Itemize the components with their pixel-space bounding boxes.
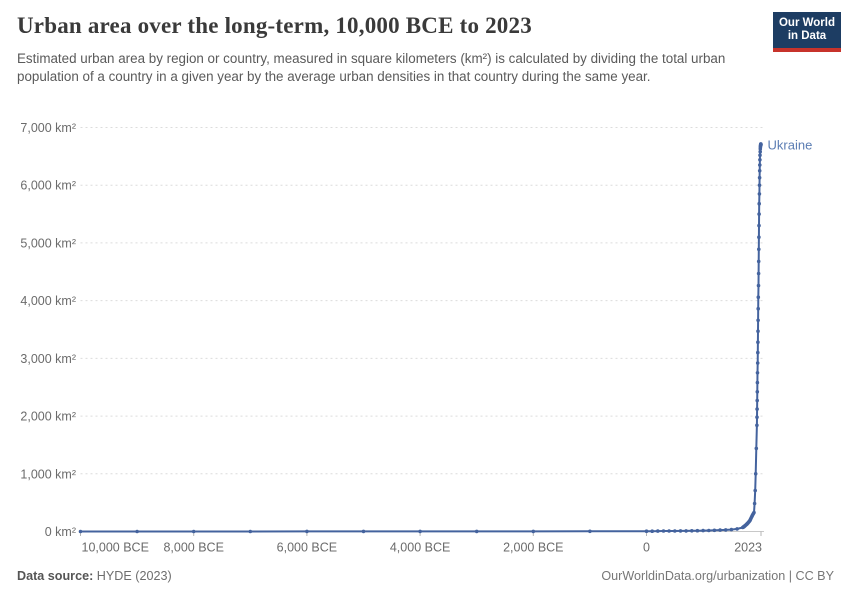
data-point[interactable] xyxy=(757,175,762,180)
owid-logo-line2: in Data xyxy=(787,30,827,42)
data-point[interactable] xyxy=(757,201,761,206)
data-point[interactable] xyxy=(684,529,688,533)
data-point[interactable] xyxy=(758,149,762,154)
data-point[interactable] xyxy=(735,527,739,531)
y-gridlines xyxy=(80,127,764,532)
data-point[interactable] xyxy=(759,143,763,147)
y-axis-tick-label: 0 km² xyxy=(45,525,76,539)
owid-logo-line1: Our World xyxy=(778,16,835,29)
data-point[interactable] xyxy=(756,283,761,288)
x-axis-tick-label: 10,000 BCE xyxy=(82,541,149,555)
x-axis-tick-label: 0 xyxy=(643,541,650,555)
data-point[interactable] xyxy=(756,350,760,355)
data-point[interactable] xyxy=(756,340,760,345)
y-axis-tick-label: 4,000 km² xyxy=(20,294,76,308)
data-point[interactable] xyxy=(758,153,762,157)
x-axis-labels: 10,000 BCE 8,000 BCE 6,000 BCE 4,000 BCE 2,0… xyxy=(82,541,763,555)
data-point[interactable] xyxy=(191,529,196,534)
data-point[interactable] xyxy=(757,235,761,239)
data-source: Data source: HYDE (2023) xyxy=(17,569,172,583)
data-point[interactable] xyxy=(755,361,760,365)
data-point[interactable] xyxy=(755,390,760,394)
data-point[interactable] xyxy=(531,529,536,534)
data-point[interactable] xyxy=(755,398,759,403)
y-axis-labels: 0 km² 1,000 km² 2,000 km² 3,000 km² 4,000 km… xyxy=(20,121,76,539)
data-point[interactable] xyxy=(758,158,762,162)
owid-logo[interactable]: Our World in Data xyxy=(773,12,841,52)
data-point[interactable] xyxy=(690,529,694,533)
data-point[interactable] xyxy=(757,247,761,252)
data-point[interactable] xyxy=(678,529,683,533)
footer-citation-link[interactable]: OurWorldinData.org/urbanization | CC BY xyxy=(601,569,834,583)
data-point[interactable] xyxy=(756,329,760,334)
data-point[interactable] xyxy=(718,528,722,532)
data-point[interactable] xyxy=(673,529,677,533)
data-point[interactable] xyxy=(701,528,705,533)
x-axis-tick-label: 6,000 BCE xyxy=(277,541,337,555)
data-point[interactable] xyxy=(656,529,660,533)
data-point[interactable] xyxy=(644,529,649,533)
data-point[interactable] xyxy=(707,528,711,533)
data-point[interactable] xyxy=(361,529,366,534)
y-axis-tick-label: 6,000 km² xyxy=(20,179,76,193)
page-title: Urban area over the long-term, 10,000 BC… xyxy=(17,13,532,38)
data-point[interactable] xyxy=(752,510,756,515)
y-axis-tick-label: 3,000 km² xyxy=(20,352,76,366)
data-point[interactable] xyxy=(588,529,592,534)
y-axis-tick-label: 7,000 km² xyxy=(20,121,76,135)
data-point[interactable] xyxy=(753,488,757,493)
data-point[interactable] xyxy=(757,212,761,216)
data-point[interactable] xyxy=(754,446,759,451)
data-point[interactable] xyxy=(757,169,762,173)
y-axis-tick-label: 1,000 km² xyxy=(20,467,76,481)
data-point[interactable] xyxy=(756,259,761,264)
entity-label-ukraine[interactable]: Ukraine xyxy=(768,137,813,152)
data-point[interactable] xyxy=(756,295,761,300)
data-point[interactable] xyxy=(661,529,666,533)
data-point[interactable] xyxy=(752,501,757,506)
data-point[interactable] xyxy=(248,529,253,534)
data-source-label: Data source: xyxy=(17,569,94,583)
series-points-ukraine[interactable] xyxy=(78,142,763,534)
data-point[interactable] xyxy=(650,529,654,533)
x-axis-tick-label: 8,000 BCE xyxy=(163,541,223,555)
data-point[interactable] xyxy=(753,472,758,476)
data-point[interactable] xyxy=(755,415,759,420)
data-point[interactable] xyxy=(757,223,761,228)
data-point[interactable] xyxy=(755,371,760,375)
data-point[interactable] xyxy=(729,527,734,532)
y-axis-tick-label: 5,000 km² xyxy=(20,236,76,250)
data-point[interactable] xyxy=(135,529,139,534)
data-point[interactable] xyxy=(723,528,728,532)
data-point[interactable] xyxy=(757,183,762,187)
data-point[interactable] xyxy=(756,318,760,323)
data-point[interactable] xyxy=(667,529,671,533)
data-point[interactable] xyxy=(78,529,83,534)
x-axis-tick-label: 4,000 BCE xyxy=(390,541,450,555)
data-point[interactable] xyxy=(756,271,761,276)
data-point[interactable] xyxy=(758,163,762,167)
data-point[interactable] xyxy=(755,423,759,428)
chart-subtitle: Estimated urban area by region or countr… xyxy=(17,51,726,85)
data-source-value: HYDE (2023) xyxy=(93,569,172,583)
data-point[interactable] xyxy=(418,529,422,534)
data-point[interactable] xyxy=(755,380,760,385)
data-point[interactable] xyxy=(305,529,309,534)
x-axis-tick-label: 2023 xyxy=(734,541,762,555)
data-point[interactable] xyxy=(756,306,760,311)
data-point[interactable] xyxy=(757,192,762,196)
data-point[interactable] xyxy=(474,529,479,534)
data-point[interactable] xyxy=(695,528,700,533)
data-point[interactable] xyxy=(712,528,717,533)
x-axis-tick-label: 2,000 BCE xyxy=(503,541,563,555)
y-axis-tick-label: 2,000 km² xyxy=(20,410,76,424)
data-point[interactable] xyxy=(755,407,759,411)
